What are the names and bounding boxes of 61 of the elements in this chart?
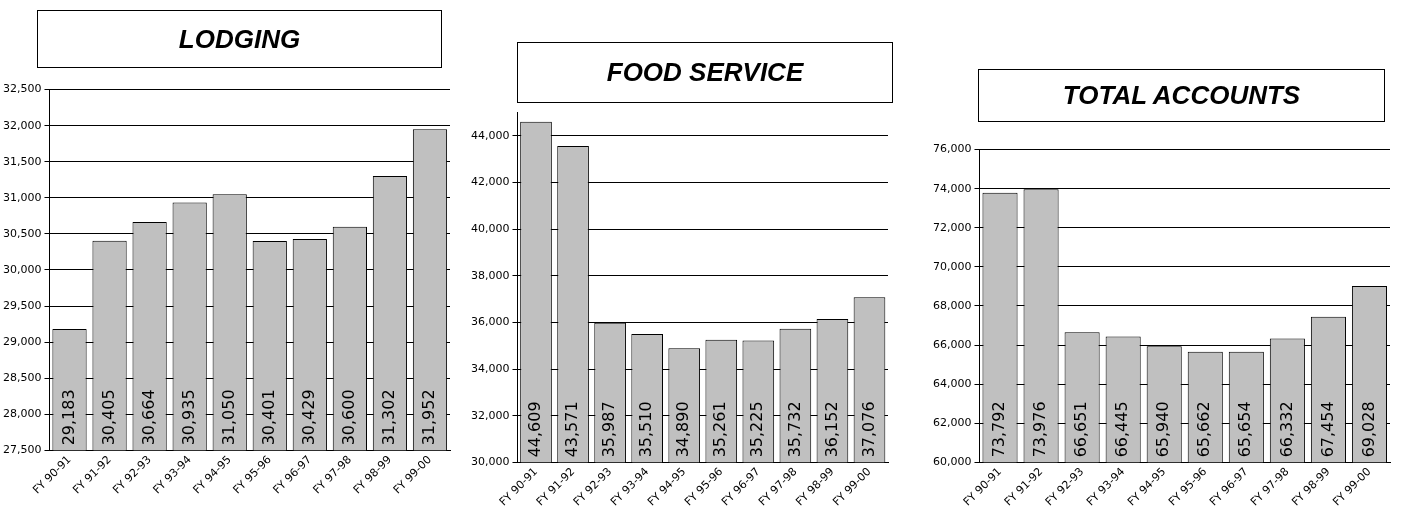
- data-label: 31,050: [218, 389, 238, 446]
- data-label: 30,664: [138, 389, 158, 446]
- data-label: 30,429: [298, 389, 318, 446]
- y-tick-label: 30,000: [2, 262, 42, 276]
- y-tick-label: 76,000: [932, 142, 972, 156]
- data-label: 31,302: [379, 389, 399, 446]
- y-tick-label: 27,500: [2, 443, 42, 457]
- y-tick-label: 29,000: [2, 335, 42, 348]
- data-label: 65,654: [1235, 401, 1255, 458]
- y-tick-label: 31,000: [2, 190, 42, 204]
- data-label: 31,952: [419, 389, 439, 446]
- data-label: 73,792: [989, 401, 1009, 458]
- y-tick-label: 60,000: [932, 455, 972, 469]
- y-tick-label: 28,000: [2, 407, 42, 421]
- data-label: 66,332: [1276, 401, 1296, 458]
- data-label: 44,609: [525, 401, 545, 458]
- data-label: 73,976: [1030, 401, 1050, 458]
- y-tick-label: 38,000: [470, 268, 510, 282]
- y-tick-label: 44,000: [470, 128, 510, 142]
- y-tick-label: 72,000: [932, 220, 972, 234]
- data-label: 66,445: [1112, 401, 1132, 458]
- chart-title: LODGING: [37, 10, 442, 68]
- data-label: 66,651: [1071, 401, 1091, 458]
- data-label: 34,890: [673, 401, 693, 458]
- data-label: 30,401: [258, 389, 278, 446]
- y-tick-label: 64,000: [932, 377, 972, 391]
- data-label: 65,940: [1153, 401, 1173, 458]
- y-tick-label: 34,000: [470, 361, 510, 375]
- data-label: 69,028: [1358, 401, 1378, 458]
- y-tick-label: 40,000: [470, 222, 510, 236]
- y-tick-label: 32,500: [2, 82, 42, 96]
- chart-title: FOOD SERVICE: [517, 42, 893, 103]
- chart-title: TOTAL ACCOUNTS: [978, 69, 1385, 122]
- y-tick-label: 68,000: [932, 298, 972, 312]
- y-tick-label: 42,000: [470, 175, 510, 189]
- y-tick-label: 70,000: [932, 259, 972, 273]
- data-label: 35,987: [599, 401, 619, 458]
- data-label: 35,732: [784, 401, 804, 458]
- y-tick-label: 30,500: [2, 226, 42, 240]
- data-label: 36,152: [821, 401, 841, 458]
- data-label: 29,183: [58, 389, 78, 446]
- data-label: 35,261: [710, 401, 730, 458]
- y-tick-label: 32,000: [470, 408, 510, 422]
- data-label: 35,510: [636, 401, 656, 458]
- y-tick-label: 30,000: [470, 455, 510, 469]
- y-tick-label: 74,000: [932, 181, 972, 195]
- y-tick-label: 36,000: [470, 315, 510, 329]
- y-tick-label: 32,000: [2, 118, 42, 132]
- y-tick-label: 62,000: [932, 416, 972, 430]
- data-label: 30,405: [98, 389, 118, 446]
- data-label: 65,662: [1194, 401, 1214, 458]
- data-label: 30,935: [178, 389, 198, 446]
- y-tick-label: 31,500: [2, 154, 42, 168]
- data-label: 67,454: [1317, 401, 1337, 458]
- data-label: 43,571: [562, 401, 582, 458]
- data-label: 30,600: [339, 389, 359, 446]
- data-label: 35,225: [747, 401, 767, 458]
- y-tick-label: 28,500: [2, 371, 42, 385]
- y-tick-label: 29,500: [2, 298, 42, 312]
- y-tick-label: 66,000: [932, 337, 972, 351]
- data-label: 37,076: [858, 401, 878, 458]
